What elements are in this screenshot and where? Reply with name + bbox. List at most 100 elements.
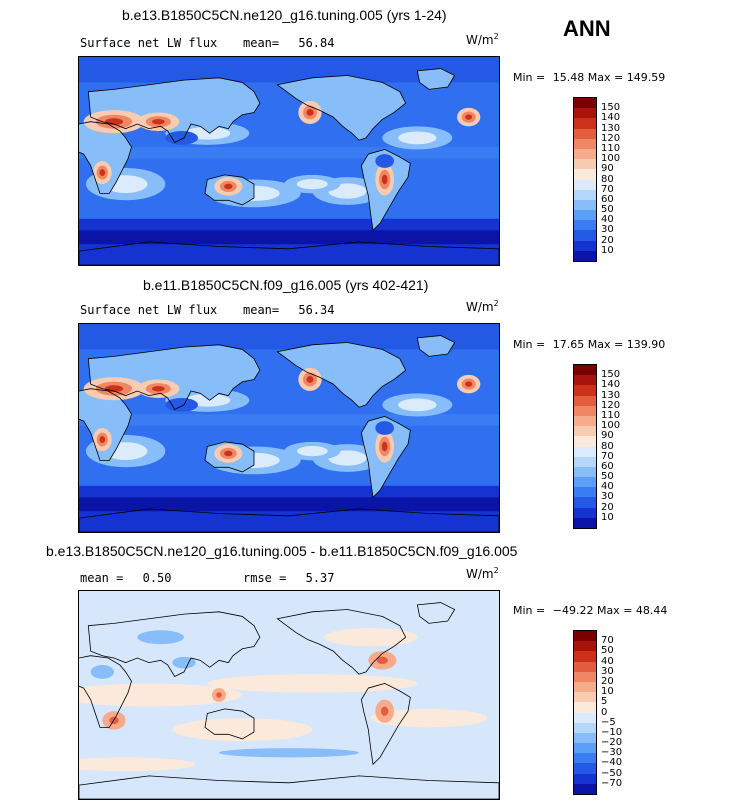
colorbar-swatch <box>574 128 596 139</box>
colorbar-swatch <box>574 456 596 467</box>
colorbar-tick-label: 30 <box>601 491 614 503</box>
colorbar-tick-label: 120 <box>601 132 621 144</box>
coastline <box>205 175 254 205</box>
land-fill <box>417 68 455 90</box>
colorbar-swatch <box>574 240 596 251</box>
colorbar-tick-label: 20 <box>601 234 614 246</box>
colorbar-tick-label: 150 <box>601 102 621 114</box>
coastline <box>88 78 259 143</box>
colorbar-swatch <box>574 692 596 703</box>
colorbar-swatch <box>574 436 596 447</box>
colorbar-swatch <box>574 773 596 784</box>
itcz-band <box>79 147 499 159</box>
coastline <box>79 122 132 194</box>
panel1-min-value: 15.48 <box>552 71 585 84</box>
panel1-max-value: 149.59 <box>626 71 666 84</box>
colorbar-swatch <box>574 426 596 437</box>
colorbar-swatch <box>574 681 596 693</box>
panel1-max-label: Max = <box>587 71 624 84</box>
coastline <box>277 609 405 674</box>
colorbar-tick-label: 30 <box>601 665 614 677</box>
colorbar-swatch <box>574 763 596 774</box>
colorbar-tick-label: 50 <box>601 204 614 216</box>
colorbar-swatch <box>574 365 596 376</box>
panel3-mean-label: mean = <box>80 571 124 585</box>
colorbar-tick-label: −30 <box>601 747 623 759</box>
panel2-min-label: Min = <box>513 338 546 351</box>
panel1-mean-label: mean= <box>243 36 280 50</box>
diff-strong-positive <box>376 656 388 665</box>
colorbar-swatch <box>574 497 596 508</box>
diff-strong-positive <box>216 692 222 698</box>
panel1-mean-value: 56.84 <box>298 36 335 50</box>
panel3-max-value: 48.44 <box>635 604 668 617</box>
coastline <box>205 442 254 472</box>
colorbar-swatch <box>574 210 596 221</box>
panel3-min-label: Min = <box>513 604 546 617</box>
diff-negative-band <box>219 748 359 758</box>
colorbar-swatch <box>574 169 596 180</box>
coastline <box>361 149 410 230</box>
amazon-region <box>375 154 394 168</box>
colorbar-swatch <box>574 507 596 518</box>
panel2-units: W/m2 <box>466 299 499 314</box>
colorbar-swatch <box>574 641 596 652</box>
colorbar-swatch <box>574 477 596 488</box>
storm-track-band <box>79 497 499 512</box>
colorbar-swatch <box>574 159 596 170</box>
colorbar-tick-label: 70 <box>601 450 614 462</box>
colorbar-tick-label: −50 <box>601 767 623 779</box>
colorbar-swatch <box>574 671 596 682</box>
panel1-min-label: Min = <box>513 71 546 84</box>
panel3-colorbar <box>573 630 597 795</box>
coastline <box>361 416 410 497</box>
coastline <box>277 75 405 140</box>
panel1-title: b.e13.B1850C5CN.ne120_g16.tuning.005 (yr… <box>122 7 447 23</box>
colorbar-tick-label: −20 <box>601 737 623 749</box>
storm-track-band <box>79 230 499 245</box>
land-peak-region <box>465 381 473 387</box>
panel1-units: W/m2 <box>466 32 499 47</box>
colorbar-tick-label: 40 <box>601 481 614 493</box>
coastline <box>417 336 454 357</box>
panel3-mean: mean = 0.50 <box>80 571 172 585</box>
colorbar-tick-label: 150 <box>601 369 621 381</box>
land-fill <box>79 121 132 194</box>
colorbar-tick-label: 10 <box>601 511 614 523</box>
panel3-rmse-label: rmse = <box>243 571 287 585</box>
colorbar-tick-label: 130 <box>601 122 621 134</box>
panel2-minmax: Min = 17.65 Max = 139.90 <box>513 338 665 351</box>
panel2-mean: mean= 56.34 <box>243 303 334 317</box>
monsoon-region <box>165 397 198 412</box>
coastline <box>79 656 132 728</box>
colorbar-swatch <box>574 651 596 662</box>
colorbar-swatch <box>574 743 596 754</box>
panel3-minmax: Min = −49.22 Max = 48.44 <box>513 604 667 617</box>
colorbar-tick-label: 40 <box>601 655 614 667</box>
colorbar-swatch <box>574 712 596 723</box>
colorbar-swatch <box>574 138 596 149</box>
colorbar-tick-label: 140 <box>601 112 621 124</box>
panel2-min-value: 17.65 <box>552 338 585 351</box>
coastline <box>361 683 410 764</box>
colorbar-swatch <box>574 415 596 427</box>
colorbar-tick-label: 140 <box>601 379 621 391</box>
colorbar-tick-label: 130 <box>601 389 621 401</box>
land-peak-region <box>224 450 233 457</box>
panel3-units: W/m2 <box>466 566 499 581</box>
coastline <box>205 709 254 739</box>
colorbar-tick-label: 5 <box>601 696 608 708</box>
panel3-units-exp: 2 <box>493 566 499 575</box>
subtropic-core <box>296 179 328 190</box>
panel2-max-label: Max = <box>587 338 624 351</box>
land-peak-region <box>381 174 388 185</box>
colorbar-tick-label: 80 <box>601 173 614 185</box>
land-fill <box>277 342 406 408</box>
colorbar-tick-label: −5 <box>601 716 616 728</box>
panel2-title: b.e11.B1850C5CN.f09_g16.005 (yrs 402-421… <box>143 277 429 293</box>
colorbar-swatch <box>574 199 596 211</box>
season-label: ANN <box>563 16 611 41</box>
panel3-map <box>78 590 500 800</box>
coastline <box>79 776 499 799</box>
colorbar-swatch <box>574 250 596 261</box>
